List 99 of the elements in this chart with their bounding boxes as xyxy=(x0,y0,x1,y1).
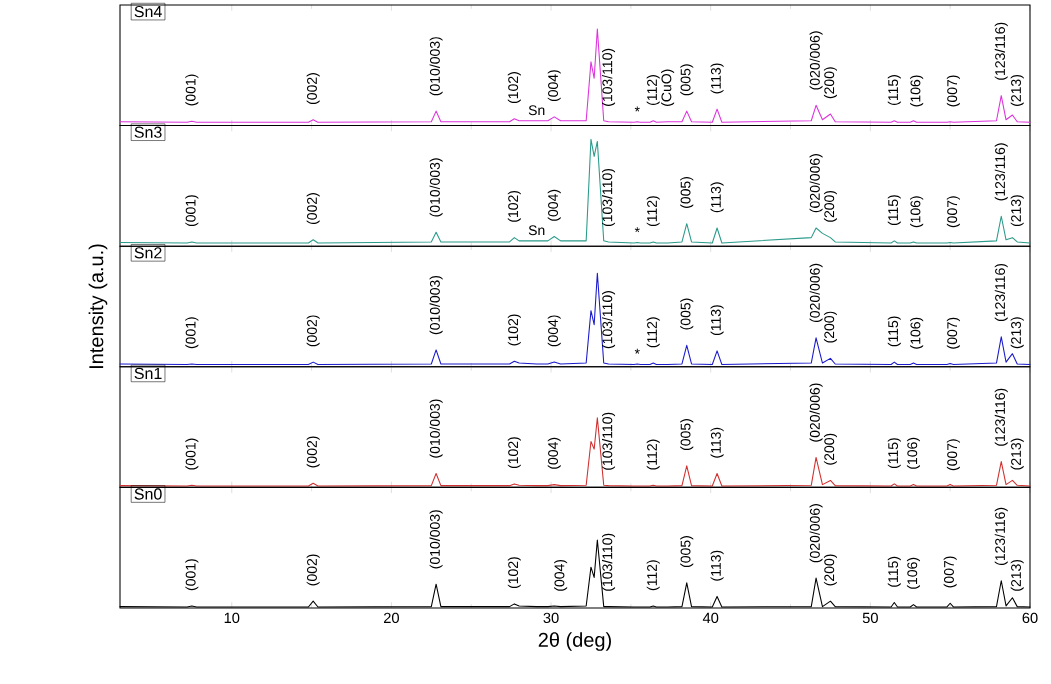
annotation: Sn xyxy=(528,225,545,236)
annotation: (113) xyxy=(710,182,724,213)
annotation: (113) xyxy=(710,63,724,94)
annotation: (001) xyxy=(185,438,199,470)
annotation: (020/006) xyxy=(809,31,823,90)
annotation: (115) xyxy=(887,75,901,105)
annotation: (102) xyxy=(507,190,521,222)
annotation: (020/006) xyxy=(809,504,823,563)
annotation: (213) xyxy=(1010,195,1024,227)
annotation: (200) xyxy=(823,67,837,99)
annotation: (005) xyxy=(680,64,694,96)
annotation: (001) xyxy=(185,74,199,106)
annotation: (020/006) xyxy=(809,263,823,322)
annotation: (007) xyxy=(946,75,960,107)
annotation: (115) xyxy=(887,316,901,347)
x-tick-label: 20 xyxy=(383,612,399,624)
annotation: (CuO) xyxy=(661,69,675,106)
annotation: (010/003) xyxy=(429,275,443,335)
annotation: (020/006) xyxy=(809,383,823,442)
x-axis-title: 2θ (deg) xyxy=(538,632,611,651)
annotation: (115) xyxy=(887,438,901,469)
annotation: (123/116) xyxy=(994,263,1008,322)
annotation: (213) xyxy=(1010,317,1024,349)
annotation: (115) xyxy=(887,195,901,226)
annotation: (020/006) xyxy=(809,154,823,213)
annotation: (123/116) xyxy=(994,507,1008,565)
x-tick-label: 30 xyxy=(543,612,559,624)
annotation: (007) xyxy=(946,196,960,228)
annotation: (112) xyxy=(646,317,660,348)
annotation: * xyxy=(634,227,640,233)
annotation: (002) xyxy=(306,436,320,468)
annotation: (004) xyxy=(547,189,561,221)
annotation: (004) xyxy=(547,315,561,347)
annotation: (200) xyxy=(823,554,837,586)
annotation: (102) xyxy=(507,437,521,469)
annotation: (112) xyxy=(646,196,660,227)
annotation: (010/003) xyxy=(429,37,443,96)
annotation: (123/116) xyxy=(994,22,1008,80)
annotation: (001) xyxy=(185,559,199,591)
annotation: (004) xyxy=(554,559,568,591)
annotation: (123/116) xyxy=(994,143,1008,201)
annotation: (115) xyxy=(887,556,901,587)
annotation: (005) xyxy=(680,536,694,568)
annotation: (103/110) xyxy=(602,291,616,349)
annotation: (213) xyxy=(1010,74,1024,106)
annotation: (005) xyxy=(680,298,694,330)
annotation: (002) xyxy=(306,315,320,347)
annotation: (004) xyxy=(547,437,561,469)
annotation: (010/003) xyxy=(429,158,443,217)
x-tick-label: 60 xyxy=(1022,612,1038,624)
annotation: (112) xyxy=(646,75,660,105)
annotation: * xyxy=(634,106,640,112)
annotation: (001) xyxy=(185,195,199,227)
annotation: (004) xyxy=(547,70,561,102)
annotation: (106) xyxy=(910,317,924,349)
chart-title: Sn2 xyxy=(134,247,162,259)
annotation: (010/003) xyxy=(429,399,443,458)
annotation: (103/110) xyxy=(602,48,616,106)
y-axis-title: Intensity (a.u.) xyxy=(88,244,108,368)
annotation: (200) xyxy=(823,190,837,222)
annotation: (002) xyxy=(306,554,320,586)
chart-title: Sn4 xyxy=(134,5,162,18)
annotation: (102) xyxy=(507,314,521,346)
annotation: (001) xyxy=(185,317,199,349)
annotation: (106) xyxy=(910,196,924,228)
chart-title: Sn1 xyxy=(134,367,162,380)
annotation: (103/110) xyxy=(602,412,616,470)
annotation: (106) xyxy=(906,437,920,469)
annotation: (007) xyxy=(943,556,957,588)
annotation: (102) xyxy=(507,72,521,104)
annotation: (113) xyxy=(710,427,724,458)
annotation: (200) xyxy=(823,311,837,343)
annotation: (112) xyxy=(646,560,660,591)
annotation: (102) xyxy=(507,557,521,589)
chart-title: Sn0 xyxy=(134,488,162,500)
x-tick-label: 10 xyxy=(224,612,240,624)
annotation: (123/116) xyxy=(994,388,1008,446)
annotation: (106) xyxy=(906,557,920,589)
annotation: (002) xyxy=(306,193,320,224)
annotation: (007) xyxy=(946,317,960,349)
annotation: (112) xyxy=(646,439,660,470)
annotation: (007) xyxy=(946,439,960,471)
x-tick-label: 50 xyxy=(862,612,878,624)
annotation: (213) xyxy=(1010,559,1024,591)
annotation: (113) xyxy=(710,550,724,581)
annotation: (103/110) xyxy=(602,533,616,591)
annotation: * xyxy=(634,348,640,354)
annotation: (005) xyxy=(680,177,694,208)
annotation: (002) xyxy=(306,73,320,104)
annotation: Sn xyxy=(528,105,545,116)
annotation: (106) xyxy=(910,75,924,107)
annotation: (103/110) xyxy=(602,168,616,227)
annotation: (005) xyxy=(680,419,694,451)
annotation: (010/003) xyxy=(429,510,443,569)
x-tick-label: 40 xyxy=(702,612,719,624)
chart-title: Sn3 xyxy=(134,126,162,138)
annotation: (200) xyxy=(823,433,837,465)
annotation: (113) xyxy=(710,305,724,336)
annotation: (213) xyxy=(1010,438,1024,470)
